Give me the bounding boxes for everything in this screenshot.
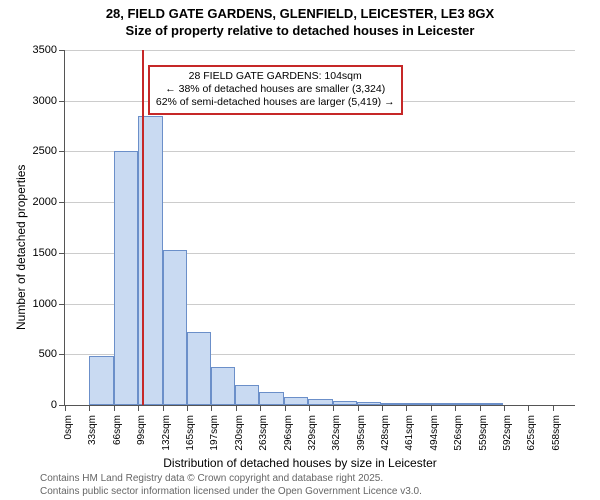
x-tick-label: 296sqm	[283, 415, 294, 451]
x-tick-label: 99sqm	[136, 415, 147, 445]
x-tick-label: 428sqm	[380, 415, 391, 451]
x-tick-label: 625sqm	[526, 415, 537, 451]
x-tick	[382, 405, 383, 411]
x-tick	[260, 405, 261, 411]
histogram-bar	[357, 402, 381, 405]
x-tick-label: 526sqm	[453, 415, 464, 451]
x-tick	[211, 405, 212, 411]
x-tick	[406, 405, 407, 411]
y-tick-label: 3000	[33, 95, 65, 107]
x-tick-label: 592sqm	[502, 415, 513, 451]
x-tick-label: 165sqm	[185, 415, 196, 451]
x-tick-label: 263sqm	[258, 415, 269, 451]
x-tick-label: 132sqm	[161, 415, 172, 451]
x-tick	[285, 405, 286, 411]
histogram-bar	[235, 385, 259, 405]
x-tick-label: 329sqm	[307, 415, 318, 451]
x-tick-label: 494sqm	[429, 415, 440, 451]
x-tick-label: 197sqm	[209, 415, 220, 451]
y-tick-label: 500	[39, 348, 65, 360]
x-tick	[504, 405, 505, 411]
y-tick-label: 2000	[33, 196, 65, 208]
x-tick-label: 658sqm	[551, 415, 562, 451]
x-tick	[309, 405, 310, 411]
x-tick	[455, 405, 456, 411]
x-tick-label: 0sqm	[63, 415, 74, 439]
histogram-bar	[89, 356, 113, 405]
x-axis-label: Distribution of detached houses by size …	[0, 456, 600, 470]
chart-title-line2: Size of property relative to detached ho…	[0, 23, 600, 40]
annotation-line2: ← 38% of detached houses are smaller (3,…	[156, 83, 395, 96]
x-tick	[114, 405, 115, 411]
histogram-bar	[163, 250, 187, 405]
x-tick	[89, 405, 90, 411]
x-tick	[333, 405, 334, 411]
histogram-bar	[114, 151, 138, 405]
x-tick	[138, 405, 139, 411]
x-tick	[553, 405, 554, 411]
y-axis-label: Number of detached properties	[14, 165, 28, 330]
histogram-bar	[406, 403, 430, 405]
annotation-line3: 62% of semi-detached houses are larger (…	[156, 96, 395, 109]
footer-line2: Contains public sector information licen…	[40, 486, 422, 499]
chart-container: 28, FIELD GATE GARDENS, GLENFIELD, LEICE…	[0, 0, 600, 500]
annotation-line1: 28 FIELD GATE GARDENS: 104sqm	[156, 70, 395, 83]
x-tick	[528, 405, 529, 411]
histogram-bar	[454, 403, 478, 405]
x-tick	[431, 405, 432, 411]
histogram-bar	[308, 399, 332, 405]
y-tick-label: 2500	[33, 145, 65, 157]
plot-area: 05001000150020002500300035000sqm33sqm66s…	[64, 50, 575, 406]
annotation-box: 28 FIELD GATE GARDENS: 104sqm ← 38% of d…	[148, 65, 403, 114]
x-tick-label: 395sqm	[356, 415, 367, 451]
y-tick-label: 1000	[33, 298, 65, 310]
x-tick	[358, 405, 359, 411]
histogram-bar	[187, 332, 211, 405]
histogram-bar	[430, 403, 454, 405]
x-tick-label: 461sqm	[404, 415, 415, 451]
x-tick-label: 33sqm	[87, 415, 98, 445]
x-tick	[480, 405, 481, 411]
x-tick-label: 362sqm	[331, 415, 342, 451]
x-tick	[65, 405, 66, 411]
y-tick-label: 1500	[33, 247, 65, 259]
x-tick	[187, 405, 188, 411]
x-tick-label: 230sqm	[234, 415, 245, 451]
histogram-bar	[333, 401, 357, 405]
x-tick	[236, 405, 237, 411]
footer-note: Contains HM Land Registry data © Crown c…	[40, 473, 422, 498]
y-tick-label: 3500	[33, 44, 65, 56]
histogram-bar	[284, 397, 308, 405]
x-tick-label: 559sqm	[478, 415, 489, 451]
x-tick	[163, 405, 164, 411]
x-tick-label: 66sqm	[112, 415, 123, 445]
histogram-bar	[259, 392, 283, 405]
histogram-bar	[381, 403, 405, 405]
chart-title-line1: 28, FIELD GATE GARDENS, GLENFIELD, LEICE…	[0, 6, 600, 23]
histogram-bar	[478, 403, 502, 405]
histogram-bar	[211, 367, 235, 405]
chart-title-block: 28, FIELD GATE GARDENS, GLENFIELD, LEICE…	[0, 0, 600, 40]
y-tick-label: 0	[51, 399, 65, 411]
reference-line	[142, 50, 144, 405]
footer-line1: Contains HM Land Registry data © Crown c…	[40, 473, 422, 486]
